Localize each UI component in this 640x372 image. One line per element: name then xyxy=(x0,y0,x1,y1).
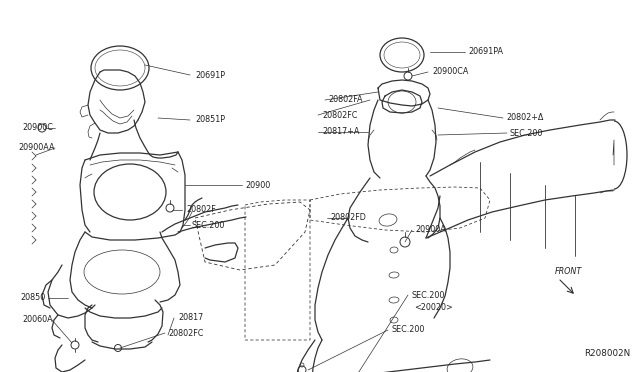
Text: 20900: 20900 xyxy=(245,180,270,189)
Text: 20802+Δ: 20802+Δ xyxy=(506,113,543,122)
Text: 20691P: 20691P xyxy=(195,71,225,80)
Text: 20900CA: 20900CA xyxy=(432,67,468,77)
Text: 20060A: 20060A xyxy=(22,315,52,324)
Text: SEC.200: SEC.200 xyxy=(510,128,543,138)
Text: 20850: 20850 xyxy=(20,294,45,302)
Text: 20802FC: 20802FC xyxy=(168,328,204,337)
Text: R208002N: R208002N xyxy=(584,349,630,358)
Text: 20900C: 20900C xyxy=(22,124,53,132)
Text: <20020>: <20020> xyxy=(414,302,452,311)
Text: 20817: 20817 xyxy=(178,314,204,323)
Text: FRONT: FRONT xyxy=(555,267,582,276)
Text: 20802FA: 20802FA xyxy=(328,96,362,105)
Text: 20817+A: 20817+A xyxy=(322,128,360,137)
Text: 20900A: 20900A xyxy=(415,225,445,234)
Text: 20691PA: 20691PA xyxy=(468,48,503,57)
Text: SEC.200: SEC.200 xyxy=(392,326,426,334)
Text: SEC.200: SEC.200 xyxy=(192,221,225,230)
Text: 20802FD: 20802FD xyxy=(330,214,366,222)
Text: 20802F: 20802F xyxy=(186,205,216,215)
Text: SEC.200: SEC.200 xyxy=(412,291,445,299)
Text: 20802FC: 20802FC xyxy=(322,110,357,119)
Text: 20851P: 20851P xyxy=(195,115,225,125)
Text: 20900AA: 20900AA xyxy=(18,144,54,153)
